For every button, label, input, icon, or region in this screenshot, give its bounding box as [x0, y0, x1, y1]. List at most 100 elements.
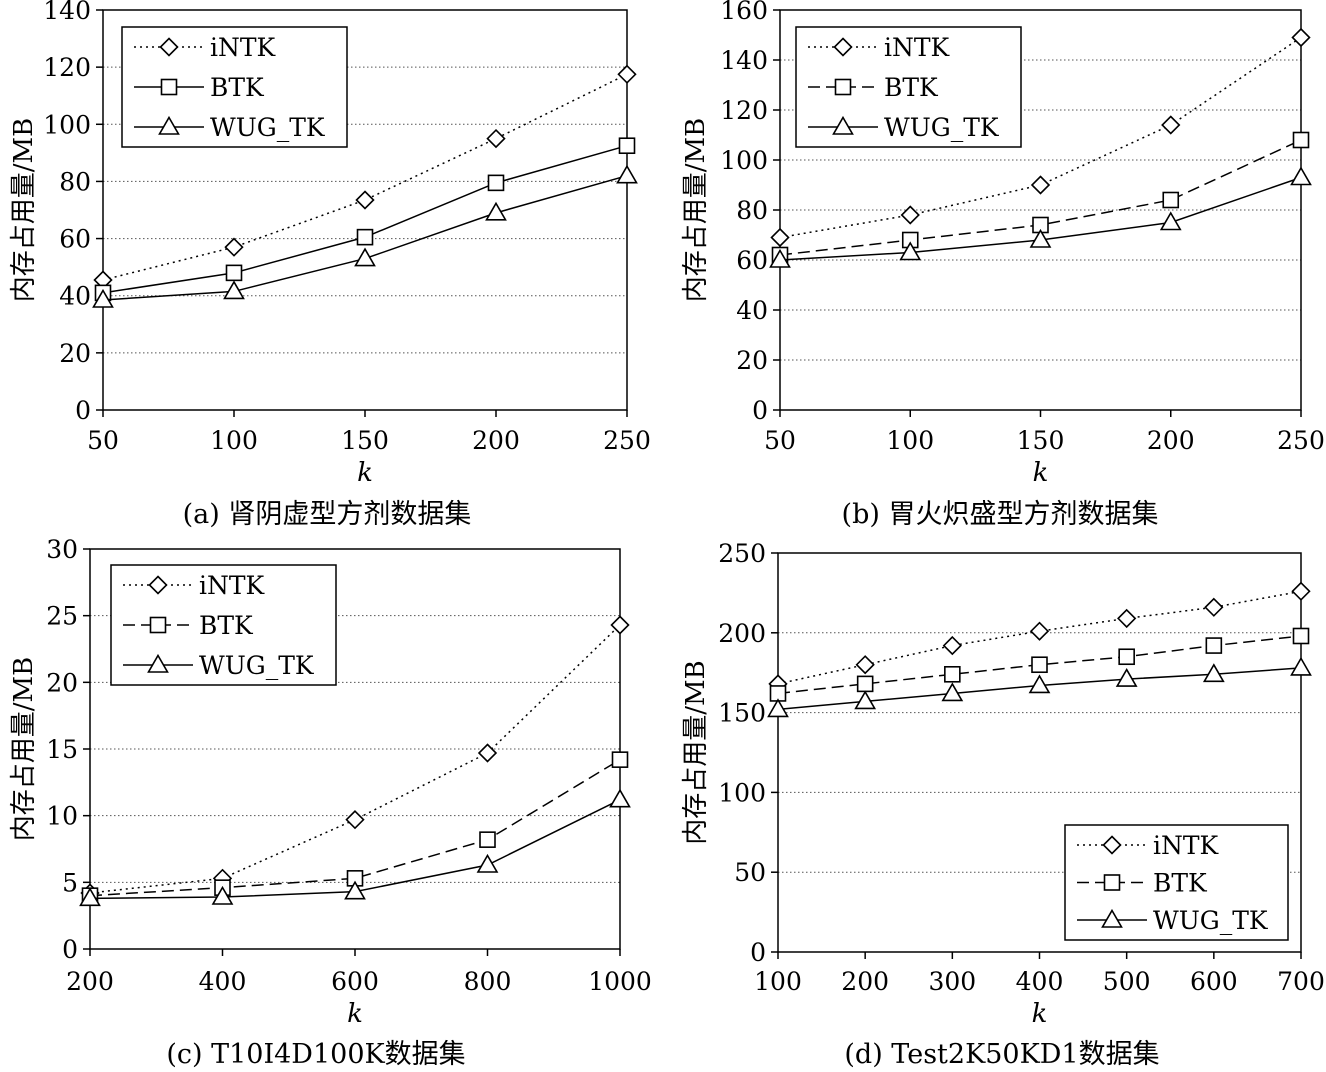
- x-tick-label: 200: [472, 426, 520, 455]
- data-point-BTK: [225, 264, 243, 282]
- x-tick-label: 600: [1190, 967, 1238, 996]
- legend-label-WUG_TK: WUG_TK: [210, 113, 326, 142]
- data-point-iNTK: [1029, 621, 1050, 641]
- y-tick-label: 160: [720, 0, 768, 25]
- data-point-iNTK: [617, 64, 637, 84]
- y-tick-label: 80: [736, 196, 768, 225]
- x-tick-label: 600: [331, 967, 379, 996]
- legend-marker-BTK: [1103, 874, 1121, 891]
- data-point-WUG_TK: [609, 788, 631, 808]
- chart-panel-3: 0 50 100 150 200 250 100 200 300 400 500 600 700 k 内存占…: [681, 539, 1325, 1070]
- y-axis-label: 内存占用量/MB: [681, 118, 711, 303]
- x-tick-label: 1000: [588, 967, 652, 996]
- data-point-BTK: [618, 137, 636, 155]
- legend-label-iNTK: iNTK: [199, 571, 266, 600]
- data-point-WUG_TK: [769, 248, 791, 268]
- data-point-WUG_TK: [476, 853, 499, 873]
- data-point-BTK: [487, 174, 505, 192]
- data-point-WUG_TK: [223, 280, 245, 300]
- y-tick-label: 0: [62, 935, 78, 964]
- y-tick-label: 20: [46, 668, 78, 697]
- data-point-WUG_TK: [92, 288, 114, 308]
- legend-label-iNTK: iNTK: [884, 33, 951, 62]
- y-tick-label: 100: [43, 110, 91, 139]
- legend-marker-iNTK: [148, 575, 168, 595]
- data-point-WUG_TK: [767, 698, 789, 718]
- legend-marker-WUG_TK: [832, 115, 854, 135]
- y-tick-label: 0: [750, 938, 766, 967]
- panel-caption: (a) 肾阴虚型方剂数据集: [183, 499, 472, 530]
- y-tick-label: 40: [736, 296, 768, 325]
- series-iNTK: [770, 27, 1311, 248]
- y-tick-label: 150: [718, 699, 766, 728]
- legend-label-WUG_TK: WUG_TK: [1153, 906, 1269, 935]
- data-point-iNTK: [610, 615, 630, 635]
- legend-label-WUG_TK: WUG_TK: [884, 113, 1000, 142]
- data-point-iNTK: [355, 190, 375, 210]
- y-tick-label: 10: [46, 802, 78, 831]
- x-tick-label: 100: [754, 967, 802, 996]
- legend-label-BTK: BTK: [884, 73, 939, 102]
- data-point-WUG_TK: [211, 885, 234, 905]
- legend-label-BTK: BTK: [210, 73, 265, 102]
- legend-label-BTK: BTK: [199, 611, 254, 640]
- series-line-iNTK: [89, 624, 621, 894]
- y-tick-label: 50: [734, 858, 766, 887]
- y-axis-label: 内存占用量/MB: [9, 118, 39, 303]
- y-tick-label: 250: [718, 539, 766, 568]
- y-axis-label: 内存占用量/MB: [9, 657, 39, 842]
- x-axis-label: k: [1032, 999, 1048, 1029]
- legend-marker-WUG_TK: [147, 653, 169, 673]
- y-tick-label: 5: [62, 868, 78, 897]
- x-tick-label: 200: [841, 967, 889, 996]
- data-point-iNTK: [1161, 115, 1181, 135]
- y-tick-label: 15: [46, 735, 78, 764]
- data-point-BTK: [1031, 656, 1048, 674]
- data-point-BTK: [944, 665, 961, 683]
- data-point-WUG_TK: [79, 887, 101, 907]
- x-tick-label: 400: [199, 967, 247, 996]
- data-point-iNTK: [1117, 608, 1137, 629]
- legend-marker-iNTK: [159, 37, 179, 57]
- x-tick-label: 250: [1277, 426, 1325, 455]
- data-point-iNTK: [855, 655, 875, 675]
- legend-label-WUG_TK: WUG_TK: [199, 651, 315, 680]
- panel-caption: (c) T10I4D100K数据集: [166, 1039, 465, 1070]
- data-point-WUG_TK: [616, 164, 638, 184]
- x-tick-label: 250: [603, 426, 651, 455]
- x-tick-label: 100: [886, 426, 934, 455]
- data-point-iNTK: [770, 227, 790, 248]
- x-tick-label: 800: [464, 967, 512, 996]
- data-point-BTK: [1292, 131, 1310, 149]
- x-tick-label: 150: [1017, 426, 1065, 455]
- y-tick-label: 80: [59, 167, 91, 196]
- y-tick-label: 60: [59, 225, 91, 254]
- legend: iNTK BTK WUG_TK: [1064, 824, 1289, 941]
- legend: iNTK BTK WUG_TK: [795, 26, 1022, 148]
- x-tick-label: 400: [1016, 967, 1064, 996]
- y-tick-label: 20: [736, 346, 768, 375]
- series-line-BTK: [102, 144, 628, 294]
- series-line-iNTK: [102, 73, 628, 281]
- chart-panel-2: 0 5 10 15 20 25 30 200 400 600 800 1000 k 内存占用量/MB iNT…: [9, 535, 652, 1070]
- series-BTK: [94, 137, 636, 302]
- y-tick-label: 0: [752, 396, 768, 425]
- series-iNTK: [93, 64, 637, 290]
- legend-marker-BTK: [160, 78, 178, 96]
- data-point-WUG_TK: [1202, 663, 1225, 683]
- x-tick-label: 700: [1277, 967, 1325, 996]
- y-tick-label: 140: [43, 0, 91, 25]
- legend-marker-WUG_TK: [158, 115, 180, 135]
- series-WUG_TK: [92, 164, 638, 308]
- panel-caption: (d) Test2K50KD1数据集: [844, 1039, 1159, 1070]
- data-point-iNTK: [477, 743, 498, 763]
- legend-marker-iNTK: [833, 37, 853, 57]
- y-tick-label: 0: [75, 396, 91, 425]
- data-point-iNTK: [1291, 581, 1311, 601]
- data-point-BTK: [1162, 191, 1180, 209]
- data-point-WUG_TK: [344, 880, 366, 900]
- data-point-BTK: [611, 751, 629, 768]
- chart-panel-1: 0 20 40 60 80 100 120 140 160 50 100 150 200 250 k 内存占用…: [681, 0, 1325, 530]
- data-point-iNTK: [942, 635, 962, 656]
- y-tick-label: 40: [59, 282, 91, 311]
